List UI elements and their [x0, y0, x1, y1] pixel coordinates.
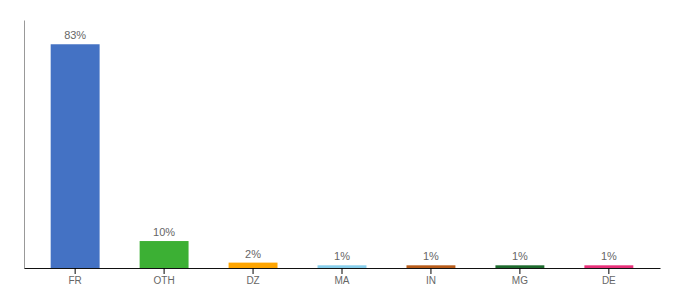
- bar: [584, 265, 633, 268]
- bar: [229, 263, 278, 268]
- plot: FR OTH DZ MA IN MG DE 83% 10% 2% 1% 1% 1% 1%: [25, 21, 661, 287]
- x-tick-mark: [519, 268, 520, 274]
- x-tick-mark: [342, 268, 343, 274]
- bar: [318, 265, 367, 268]
- x-tick: FR: [68, 268, 81, 286]
- bar: [406, 265, 455, 268]
- data-label: 1%: [334, 250, 350, 262]
- y-axis: [24, 21, 25, 269]
- x-tick-label: OTH: [154, 275, 175, 286]
- x-tick-mark: [75, 268, 76, 274]
- y-axis-line: [24, 21, 25, 269]
- data-label: 2%: [245, 248, 261, 260]
- data-label: 1%: [601, 250, 617, 262]
- x-tick-mark: [253, 268, 254, 274]
- data-label: 1%: [423, 250, 439, 262]
- x-tick-mark: [164, 268, 165, 274]
- x-tick: MG: [512, 268, 528, 286]
- x-tick: MA: [335, 268, 350, 286]
- x-tick-mark: [608, 268, 609, 274]
- data-label: 10%: [153, 226, 175, 238]
- x-tick-mark: [430, 268, 431, 274]
- bar: [495, 265, 544, 268]
- bar: [51, 44, 100, 268]
- x-tick-label: IN: [426, 275, 436, 286]
- x-tick-label: DZ: [246, 275, 259, 286]
- x-tick: DE: [602, 268, 616, 286]
- data-label: 83%: [64, 29, 86, 41]
- chart: FR OTH DZ MA IN MG DE 83% 10% 2% 1% 1% 1% 1%: [0, 0, 680, 300]
- bars: [51, 44, 634, 268]
- x-tick: IN: [426, 268, 436, 286]
- bar: [140, 241, 189, 268]
- x-tick-label: MG: [512, 275, 528, 286]
- x-tick-label: MA: [335, 275, 350, 286]
- x-tick-label: FR: [68, 275, 81, 286]
- x-axis: FR OTH DZ MA IN MG DE: [25, 268, 661, 286]
- x-tick: OTH: [154, 268, 175, 286]
- data-label: 1%: [512, 250, 528, 262]
- data-labels: 83% 10% 2% 1% 1% 1% 1%: [64, 29, 617, 262]
- x-tick: DZ: [246, 268, 259, 286]
- x-tick-label: DE: [602, 275, 616, 286]
